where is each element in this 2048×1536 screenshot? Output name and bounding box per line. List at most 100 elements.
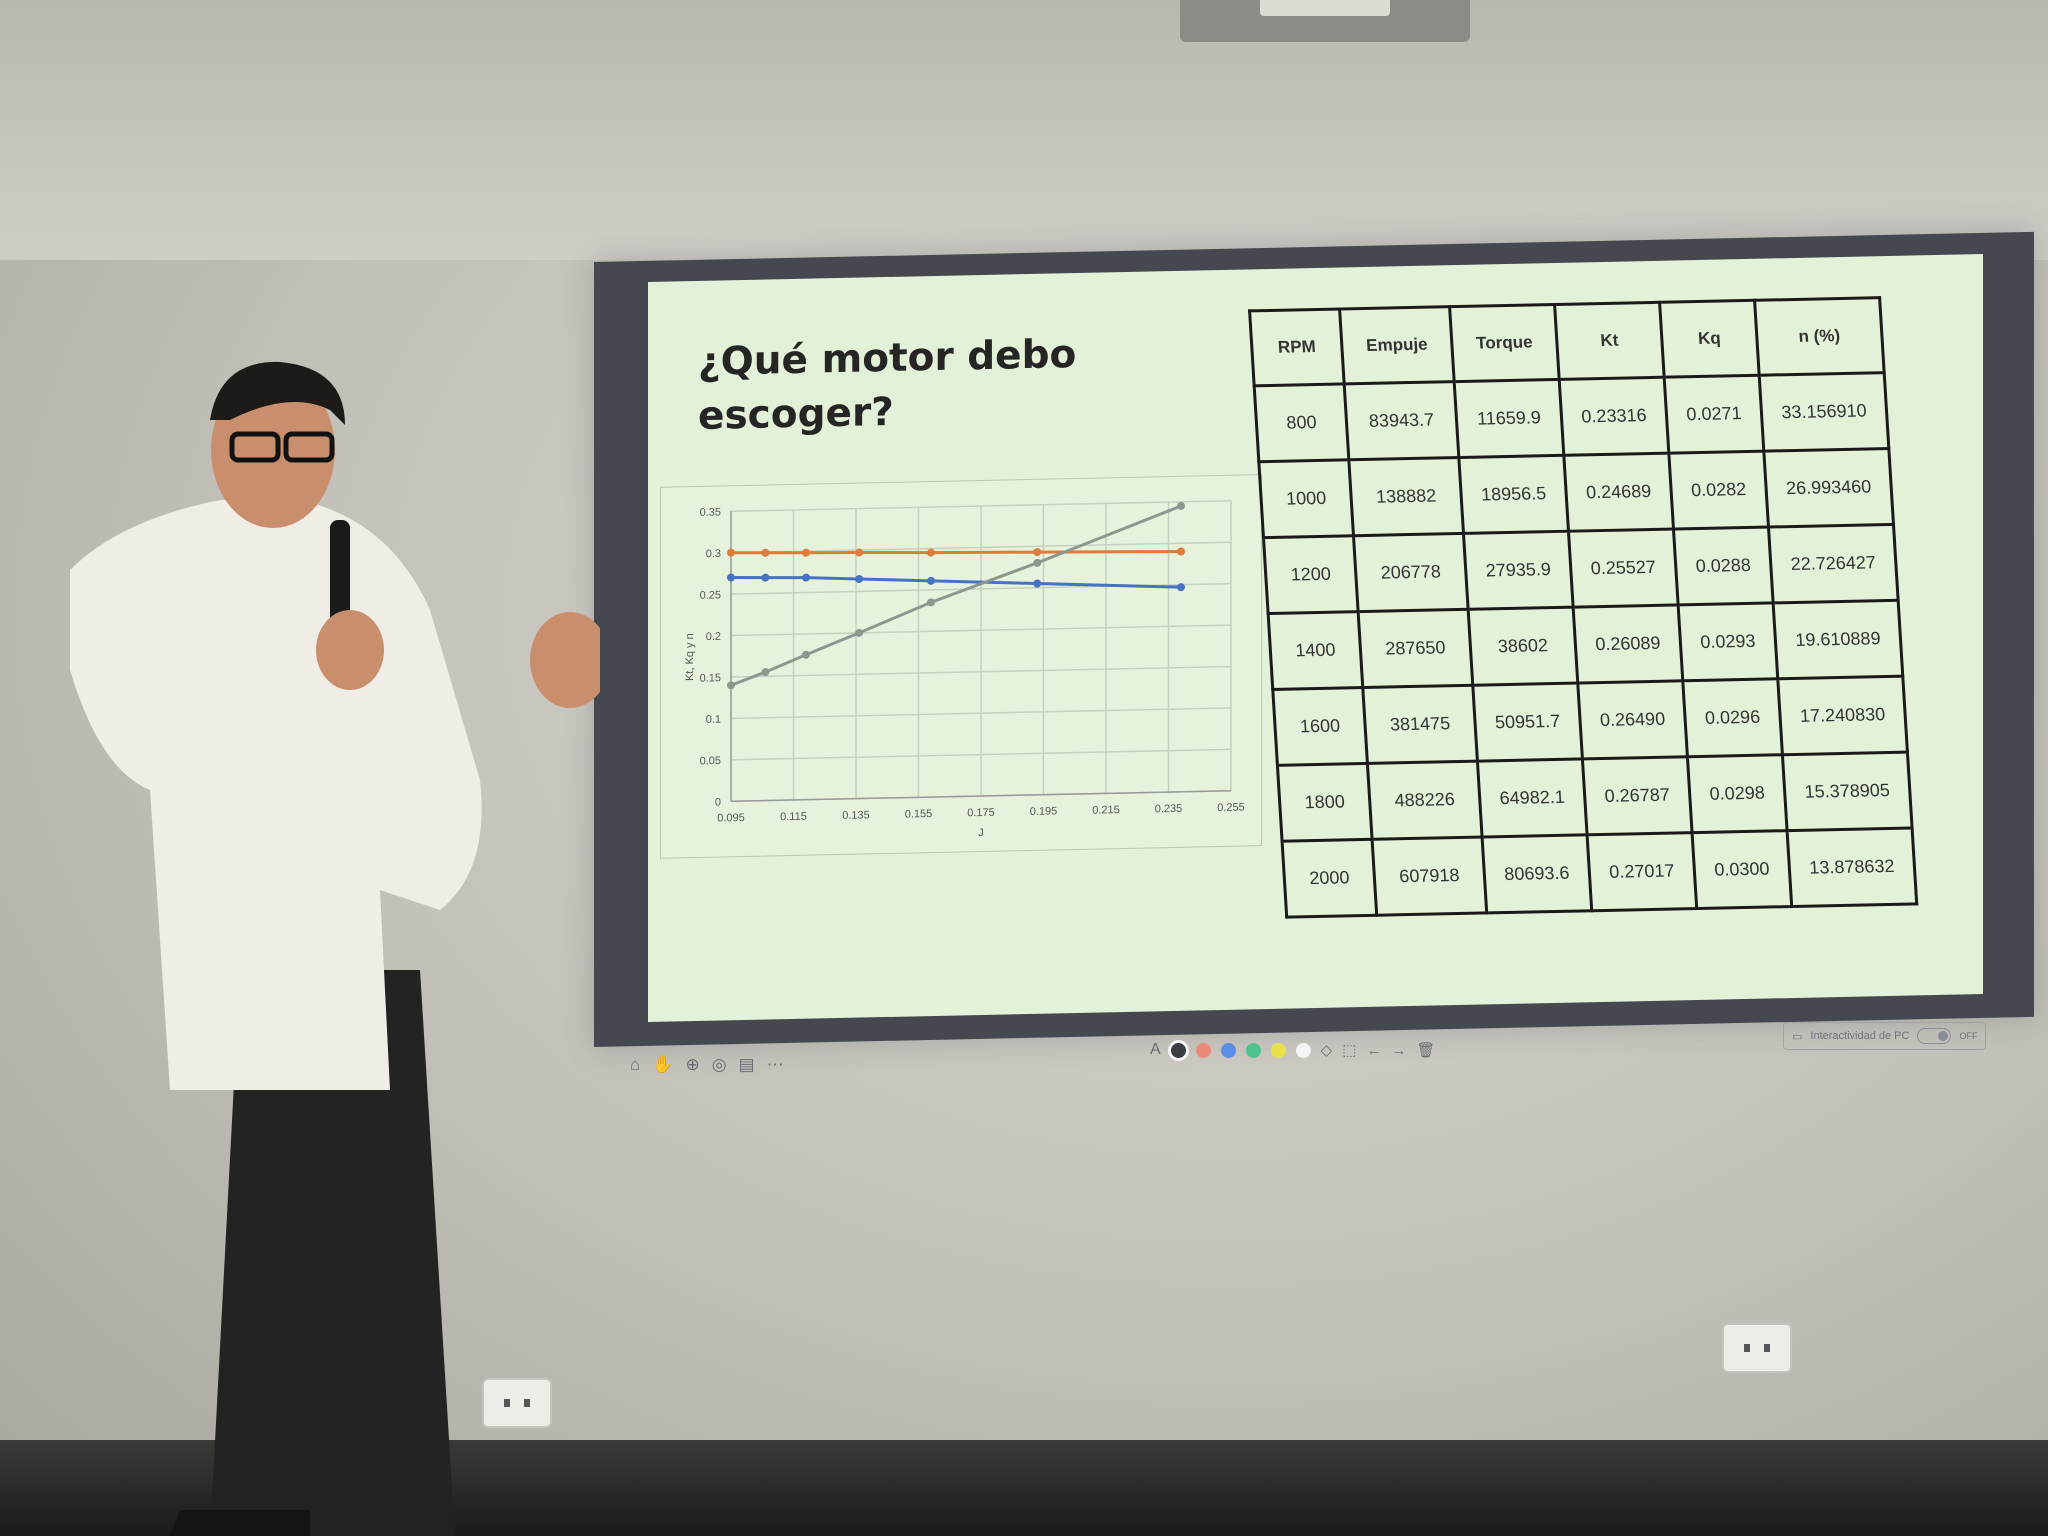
zoom-icon[interactable]: ⊕ bbox=[685, 1055, 700, 1074]
x-axis-label: J bbox=[978, 827, 983, 839]
table-cell: 1800 bbox=[1277, 763, 1373, 842]
x-tick-label: 0.135 bbox=[842, 809, 870, 822]
table-row: 2000 607918 80693.6 0.27017 0.0300 13.878632 bbox=[1282, 828, 1917, 918]
table-cell: 0.0293 bbox=[1678, 602, 1778, 681]
table-cell: 800 bbox=[1254, 383, 1349, 462]
table-cell: 26.993460 bbox=[1763, 448, 1894, 528]
data-point bbox=[927, 548, 935, 557]
pen-color-swatch[interactable] bbox=[1195, 1042, 1211, 1058]
interactivity-toggle[interactable] bbox=[1917, 1028, 1952, 1044]
x-tick-label: 0.115 bbox=[780, 811, 807, 824]
y-gridline bbox=[731, 500, 1231, 513]
table-cell: 1200 bbox=[1263, 535, 1359, 614]
data-point bbox=[761, 573, 770, 582]
x-tick-label: 0.175 bbox=[967, 807, 995, 820]
eraser-icon[interactable]: ◇ bbox=[1320, 1042, 1333, 1059]
table-cell: 1600 bbox=[1272, 687, 1368, 766]
table-row: 800 83943.7 11659.9 0.23316 0.0271 33.156910 bbox=[1254, 372, 1889, 462]
data-point bbox=[727, 681, 735, 690]
table-cell: 0.26490 bbox=[1577, 680, 1688, 759]
presenter-hair bbox=[210, 361, 345, 425]
table-cell: 0.0296 bbox=[1682, 678, 1783, 757]
table-cell: 50951.7 bbox=[1472, 683, 1583, 762]
y-gridline bbox=[731, 624, 1231, 637]
pc-interactivity-control[interactable]: ▭ Interactividad de PC OFF bbox=[1783, 1022, 1987, 1050]
table-cell: 15.378905 bbox=[1782, 752, 1913, 831]
y-tick-label: 0.05 bbox=[700, 755, 721, 767]
y-gridline bbox=[731, 707, 1231, 720]
table-cell: 206778 bbox=[1353, 533, 1469, 612]
table-header-cell: Kt bbox=[1554, 302, 1665, 380]
data-point bbox=[855, 548, 864, 557]
table-header-cell: Kq bbox=[1659, 300, 1760, 378]
y-gridline bbox=[731, 541, 1231, 554]
pen-color-swatch[interactable] bbox=[1220, 1042, 1236, 1058]
pen-color-swatch[interactable] bbox=[1270, 1042, 1286, 1058]
x-tick-label: 0.215 bbox=[1092, 804, 1120, 817]
pen-color-swatch[interactable] bbox=[1245, 1042, 1261, 1058]
data-point bbox=[855, 628, 864, 637]
wall-outlet bbox=[482, 1378, 552, 1428]
table-cell: 22.726427 bbox=[1768, 524, 1899, 603]
data-point bbox=[1177, 501, 1185, 510]
home-icon[interactable]: ⌂ bbox=[630, 1055, 641, 1074]
table-cell: 1000 bbox=[1258, 459, 1354, 538]
table-cell: 38602 bbox=[1468, 607, 1578, 686]
table-header-cell: n (%) bbox=[1754, 297, 1885, 376]
camera-icon[interactable]: ◎ bbox=[711, 1055, 727, 1074]
table-row: 1600 381475 50951.7 0.26490 0.0296 17.240830 bbox=[1272, 676, 1908, 766]
slide: ¿Qué motor debo escoger? 0.095 0.115 0.135… bbox=[648, 254, 1983, 1022]
pen-color-swatch[interactable] bbox=[1295, 1042, 1311, 1058]
more-icon[interactable]: ⋯ bbox=[766, 1055, 784, 1074]
x-tick-label: 0.195 bbox=[1030, 805, 1058, 818]
presenter bbox=[70, 361, 600, 1536]
table-cell: 0.27017 bbox=[1587, 832, 1697, 911]
data-point bbox=[802, 573, 810, 582]
table-header-cell: Empuje bbox=[1339, 306, 1455, 384]
data-point bbox=[802, 650, 810, 659]
hand-icon[interactable]: ✋ bbox=[652, 1055, 674, 1074]
chart-svg: 0.095 0.115 0.135 0.155 0.175 0.195 0.215 0.235… bbox=[684, 500, 1245, 839]
data-point bbox=[927, 598, 935, 607]
trash-icon[interactable]: 🗑 bbox=[1416, 1042, 1436, 1059]
data-point bbox=[855, 575, 864, 584]
projector-pen-toolbar[interactable]: A ◇ ⬚ ← → 🗑 bbox=[1150, 1036, 1435, 1064]
wall bbox=[0, 0, 2048, 260]
slide-title: ¿Qué motor debo escoger? bbox=[698, 332, 1077, 439]
undo-icon[interactable]: ← bbox=[1366, 1041, 1382, 1059]
table-row: 1800 488226 64982.1 0.26787 0.0298 15.378905 bbox=[1277, 752, 1913, 842]
x-tick-label: 0.235 bbox=[1155, 803, 1183, 816]
presenter-hand bbox=[316, 610, 384, 690]
microphone-icon bbox=[330, 520, 350, 630]
text-size-icon[interactable]: A bbox=[1150, 1041, 1161, 1058]
data-point bbox=[1177, 583, 1185, 592]
table-cell: 0.23316 bbox=[1559, 377, 1669, 456]
table-cell: 0.0300 bbox=[1692, 830, 1792, 909]
y-tick-label: 0.1 bbox=[706, 714, 721, 726]
redo-icon[interactable]: → bbox=[1391, 1041, 1407, 1059]
table-cell: 33.156910 bbox=[1759, 372, 1889, 452]
table-header-cell: Torque bbox=[1449, 304, 1560, 382]
table-cell: 0.25527 bbox=[1568, 529, 1679, 608]
projector-toolbar-left[interactable]: ⌂ ✋ ⊕ ◎ ▤ ⋯ bbox=[630, 1052, 784, 1078]
pen-color-swatch[interactable] bbox=[1170, 1042, 1186, 1058]
table-cell: 13.878632 bbox=[1787, 828, 1917, 907]
y-tick-label: 0.3 bbox=[706, 548, 721, 560]
presenter-shoe bbox=[170, 1510, 310, 1536]
select-icon[interactable]: ⬚ bbox=[1342, 1042, 1357, 1059]
data-point bbox=[1177, 547, 1185, 556]
board-icon[interactable]: ▤ bbox=[738, 1055, 755, 1074]
data-point bbox=[727, 573, 735, 582]
x-tick-label: 0.095 bbox=[717, 812, 745, 825]
y-tick-label: 0.15 bbox=[700, 672, 721, 684]
data-point bbox=[1033, 548, 1042, 557]
table-row: 1200 206778 27935.9 0.25527 0.0288 22.726427 bbox=[1263, 524, 1899, 614]
data-point bbox=[927, 576, 935, 585]
table-body: 800 83943.7 11659.9 0.23316 0.0271 33.156910 1… bbox=[1254, 372, 1917, 918]
table-cell: 27935.9 bbox=[1463, 531, 1574, 610]
table-cell: 64982.1 bbox=[1477, 758, 1588, 838]
table-cell: 381475 bbox=[1362, 685, 1478, 764]
table-cell: 138882 bbox=[1348, 457, 1464, 536]
table-cell: 2000 bbox=[1282, 839, 1377, 918]
x-tick-label: 0.155 bbox=[905, 808, 933, 821]
